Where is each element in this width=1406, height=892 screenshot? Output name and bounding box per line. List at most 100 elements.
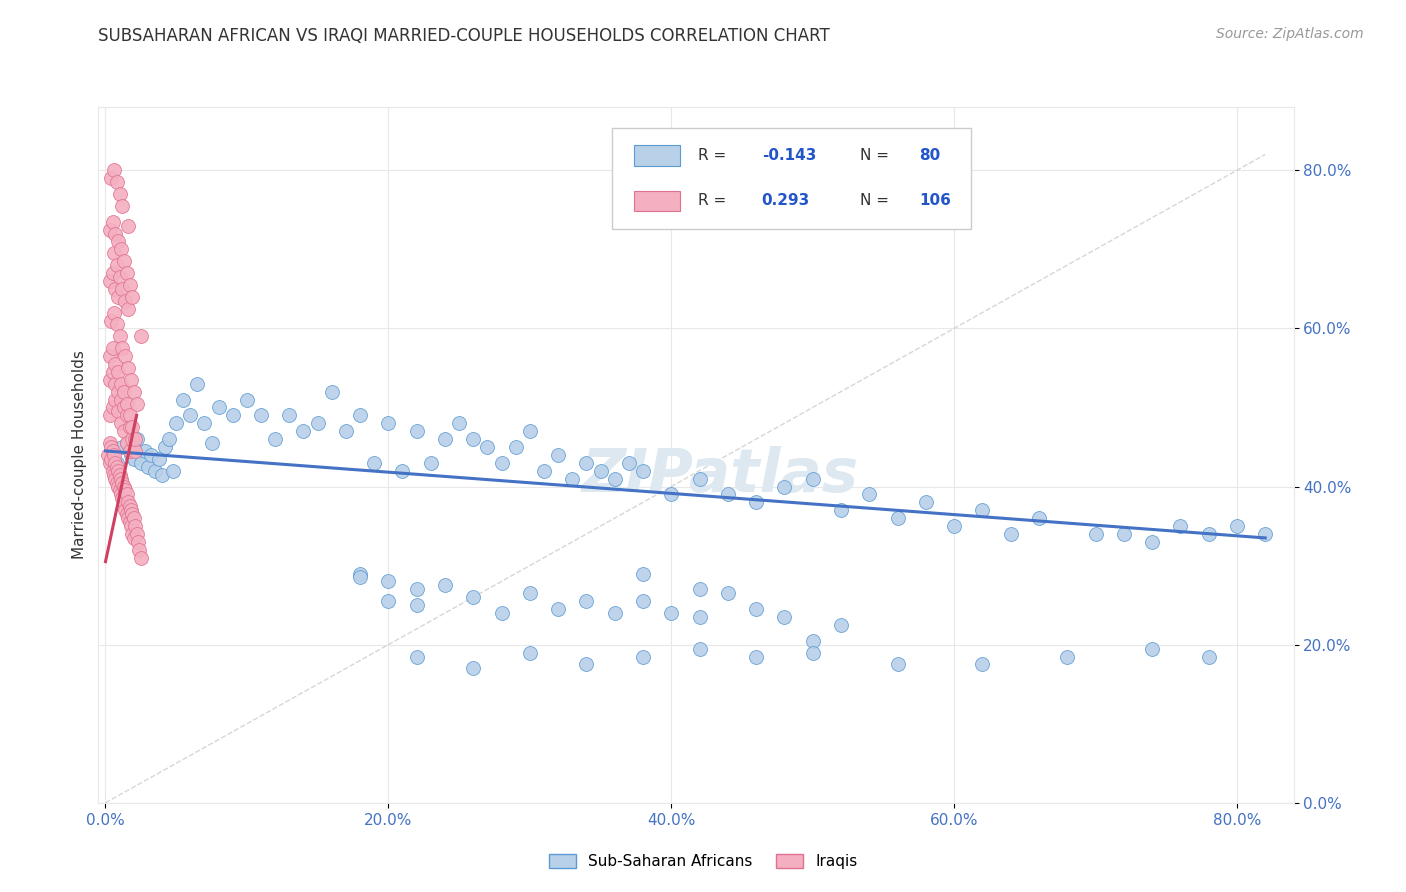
Text: SUBSAHARAN AFRICAN VS IRAQI MARRIED-COUPLE HOUSEHOLDS CORRELATION CHART: SUBSAHARAN AFRICAN VS IRAQI MARRIED-COUP… bbox=[98, 27, 830, 45]
Point bbox=[125, 432, 148, 446]
Point bbox=[717, 586, 740, 600]
Point bbox=[127, 534, 149, 549]
Point bbox=[589, 464, 612, 478]
Point bbox=[117, 511, 139, 525]
Point bbox=[121, 527, 143, 541]
Point bbox=[717, 487, 740, 501]
Point bbox=[107, 235, 129, 249]
Point bbox=[103, 305, 125, 319]
Point bbox=[349, 409, 371, 423]
Point bbox=[98, 373, 121, 387]
Point bbox=[773, 479, 796, 493]
Point bbox=[105, 456, 128, 470]
Text: R =: R = bbox=[699, 194, 731, 209]
Point bbox=[98, 456, 121, 470]
Point bbox=[110, 392, 132, 407]
Point bbox=[115, 436, 138, 450]
Point bbox=[108, 186, 131, 201]
Point bbox=[886, 657, 908, 672]
Point bbox=[115, 487, 138, 501]
Point bbox=[122, 511, 145, 525]
Point bbox=[186, 376, 208, 391]
Point bbox=[121, 290, 143, 304]
Point bbox=[110, 487, 132, 501]
Point bbox=[101, 444, 124, 458]
Point bbox=[505, 440, 527, 454]
Point bbox=[631, 649, 654, 664]
Text: ZIPatlas: ZIPatlas bbox=[581, 446, 859, 505]
Point bbox=[264, 432, 287, 446]
Point bbox=[1198, 527, 1220, 541]
Point bbox=[193, 417, 215, 431]
Point bbox=[179, 409, 201, 423]
Point bbox=[118, 444, 141, 458]
Text: 0.293: 0.293 bbox=[762, 194, 810, 209]
Point bbox=[547, 602, 569, 616]
Point bbox=[129, 550, 152, 565]
Point bbox=[104, 472, 127, 486]
Point bbox=[1028, 511, 1050, 525]
Point bbox=[128, 542, 150, 557]
Text: 106: 106 bbox=[920, 194, 952, 209]
Point bbox=[349, 566, 371, 581]
Point bbox=[107, 365, 129, 379]
Point bbox=[107, 290, 129, 304]
Point bbox=[101, 464, 124, 478]
Point bbox=[98, 436, 121, 450]
Point bbox=[104, 282, 127, 296]
Point bbox=[321, 384, 343, 399]
Point bbox=[519, 424, 541, 438]
Point bbox=[100, 171, 122, 186]
Point bbox=[100, 313, 122, 327]
Point bbox=[1226, 519, 1249, 533]
Point bbox=[112, 401, 135, 415]
Point bbox=[120, 503, 142, 517]
Point bbox=[659, 606, 682, 620]
Point bbox=[115, 266, 138, 280]
Point bbox=[575, 594, 598, 608]
Point bbox=[617, 456, 640, 470]
Point bbox=[98, 409, 121, 423]
Point bbox=[143, 464, 166, 478]
Point bbox=[561, 472, 583, 486]
Point bbox=[1140, 641, 1163, 656]
Text: Source: ZipAtlas.com: Source: ZipAtlas.com bbox=[1216, 27, 1364, 41]
Point bbox=[631, 566, 654, 581]
Point bbox=[449, 417, 471, 431]
Point bbox=[139, 448, 162, 462]
Point bbox=[122, 451, 145, 466]
Point bbox=[631, 464, 654, 478]
Point bbox=[118, 420, 141, 434]
Point bbox=[689, 610, 711, 624]
Point bbox=[122, 384, 145, 399]
Point bbox=[110, 243, 132, 257]
Point bbox=[914, 495, 936, 509]
Point bbox=[117, 360, 139, 375]
Point bbox=[111, 491, 134, 506]
Point bbox=[463, 432, 485, 446]
Point bbox=[101, 365, 124, 379]
Point bbox=[120, 373, 142, 387]
Point bbox=[150, 467, 173, 482]
Point bbox=[419, 456, 441, 470]
Point bbox=[858, 487, 880, 501]
Point bbox=[124, 432, 146, 446]
Point bbox=[108, 329, 131, 343]
Point bbox=[129, 456, 152, 470]
Point bbox=[972, 503, 994, 517]
Point bbox=[121, 432, 143, 446]
Point bbox=[124, 444, 146, 458]
Point bbox=[111, 282, 134, 296]
Point bbox=[98, 222, 121, 236]
Point bbox=[1170, 519, 1192, 533]
Point bbox=[773, 610, 796, 624]
Point bbox=[236, 392, 259, 407]
Point bbox=[103, 467, 125, 482]
Point bbox=[250, 409, 273, 423]
Point bbox=[307, 417, 329, 431]
Point bbox=[125, 527, 148, 541]
Point bbox=[104, 227, 127, 241]
Point bbox=[120, 448, 142, 462]
FancyBboxPatch shape bbox=[634, 191, 681, 211]
Point bbox=[117, 495, 139, 509]
